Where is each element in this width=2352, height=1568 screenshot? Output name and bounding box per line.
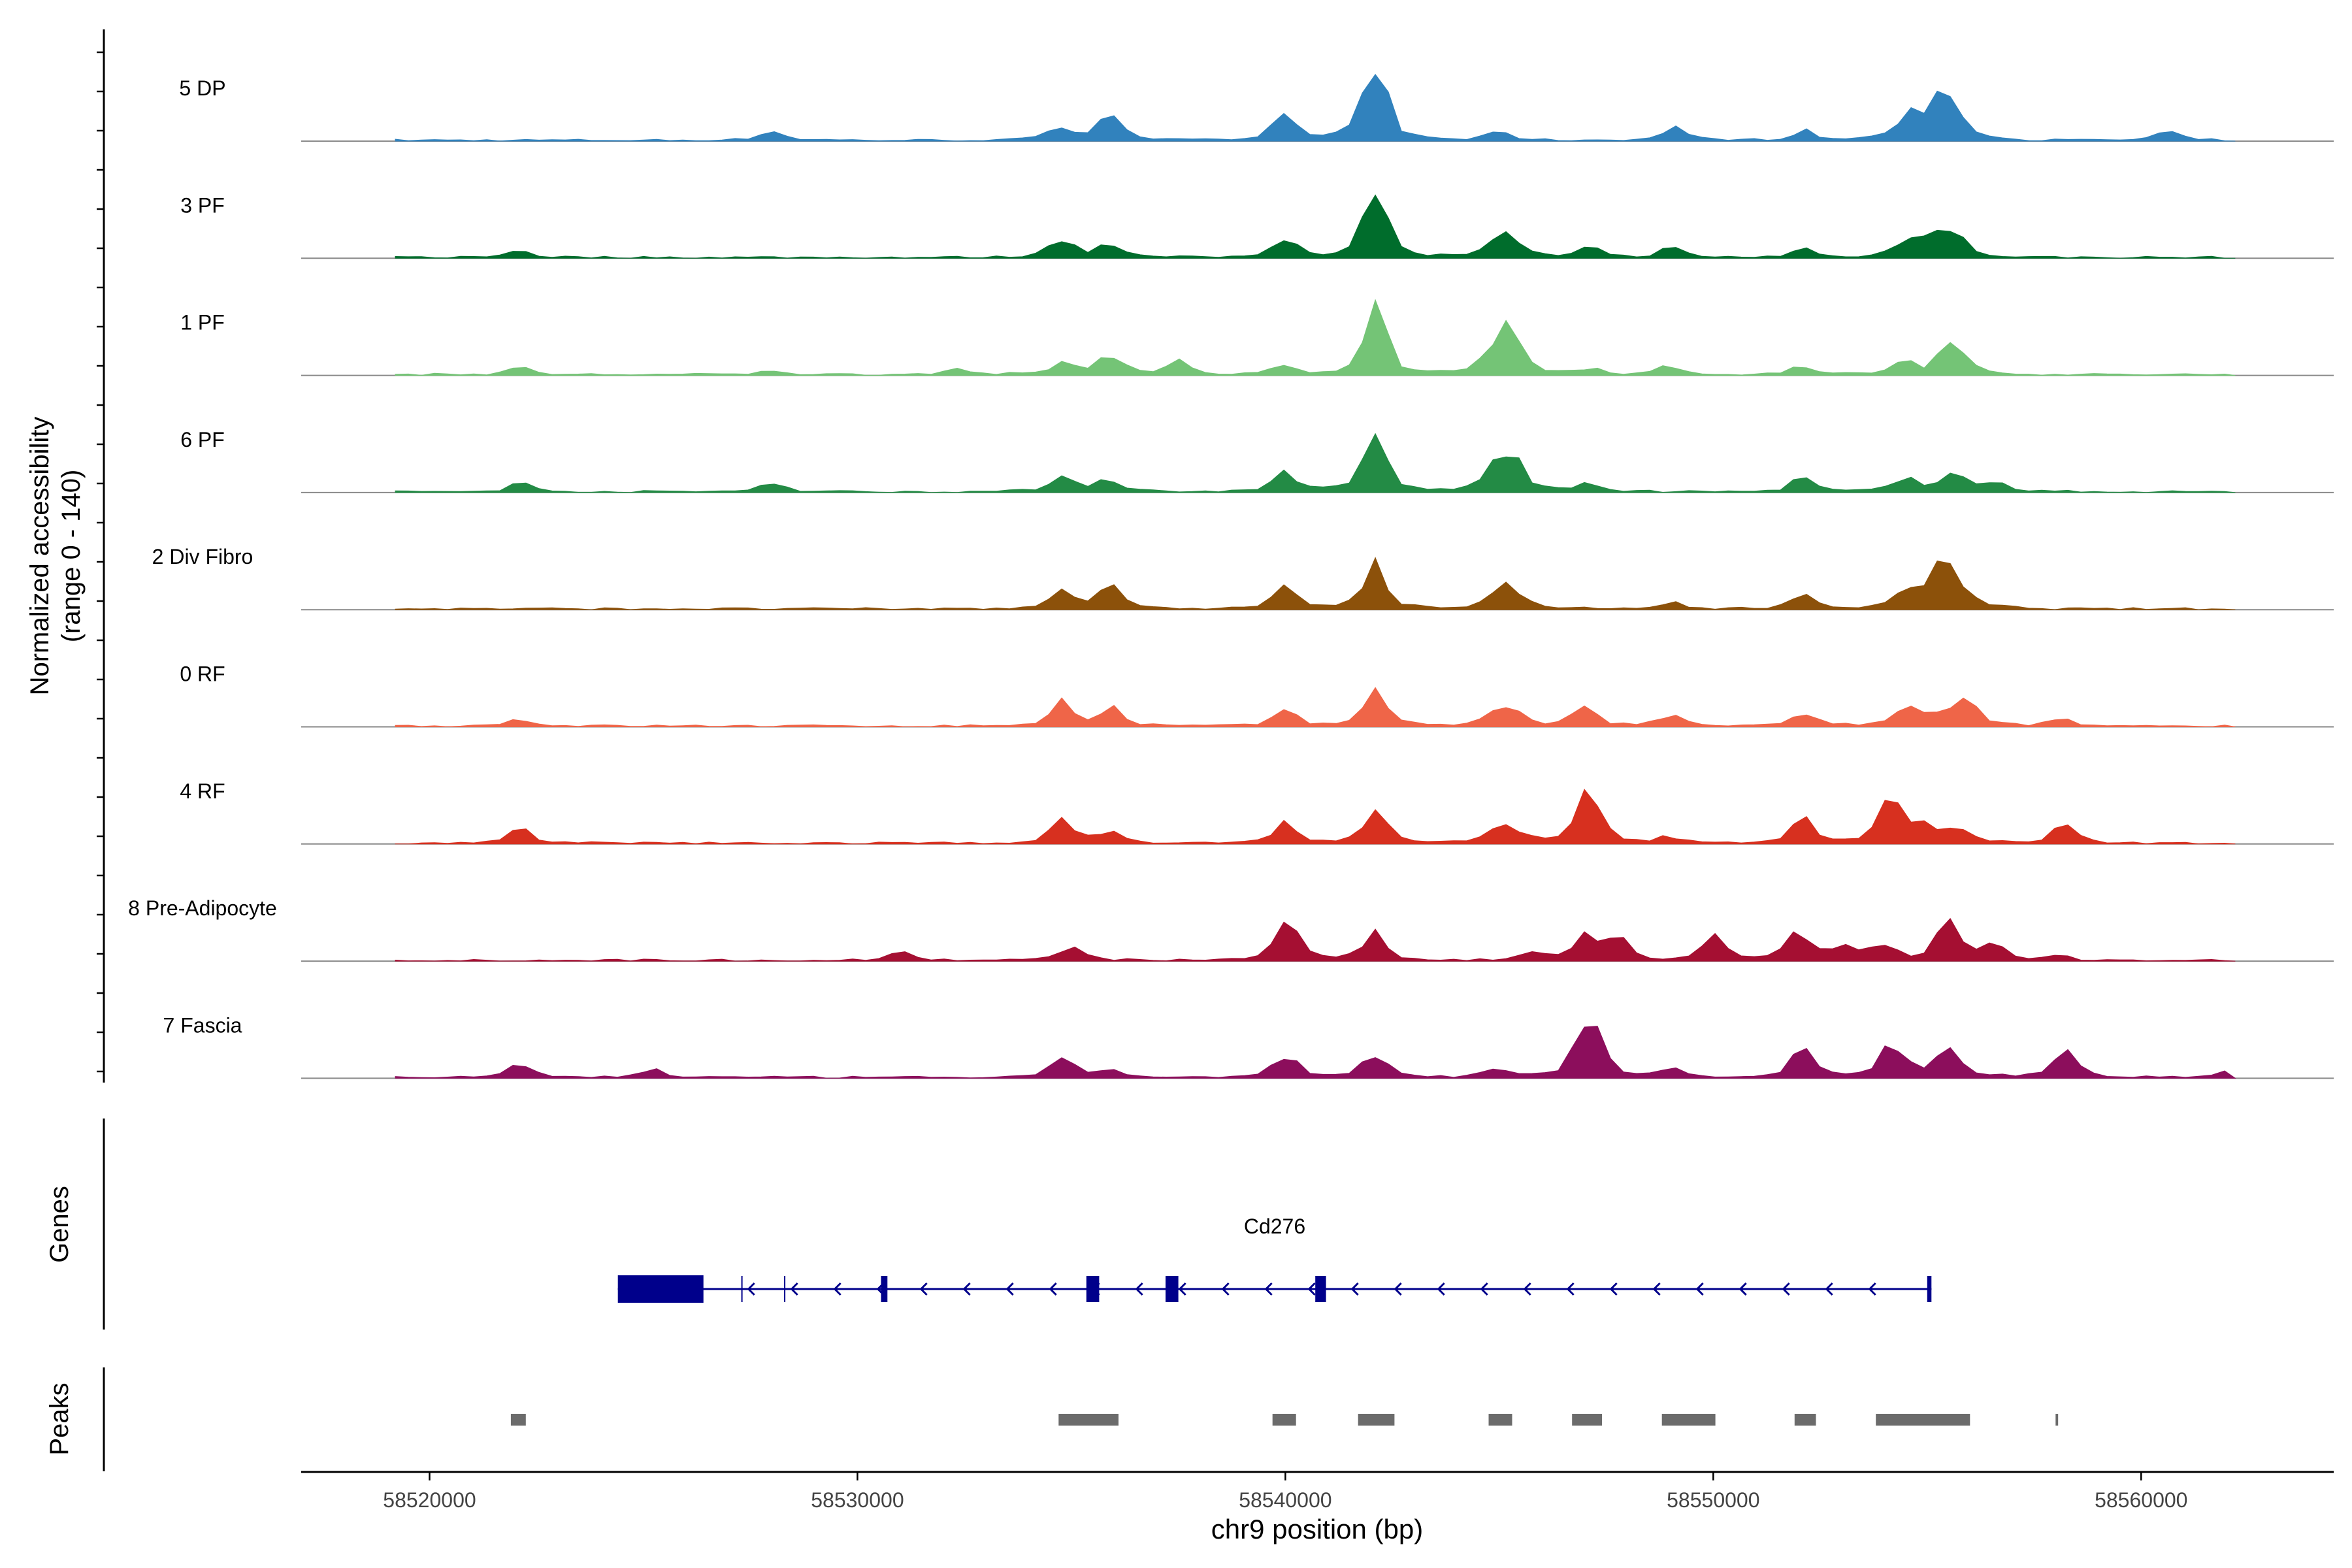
gene-exon [1166,1276,1179,1302]
x-tick-label: 58520000 [383,1488,476,1512]
genes-panel: Genes Cd276 [45,1119,1932,1330]
track-label: 4 RF [180,779,225,803]
strand-arrow [1005,1282,1014,1296]
coverage-track: 2 Div Fibro [152,545,2334,611]
coverage-track: 7 Fascia [163,1013,2334,1079]
gene-model [617,1275,1932,1303]
gene-exon [617,1275,704,1303]
coverage-track: 1 PF [180,299,2334,376]
strand-arrow [833,1282,841,1296]
track-label: 0 RF [180,662,225,686]
gene-exon [881,1276,888,1302]
coverage-y-axis-label-line2: (range 0 - 140) [57,470,86,643]
strand-arrow [1307,1282,1316,1296]
coverage-track: 6 PF [180,428,2334,493]
strand-arrow [1221,1282,1230,1296]
strand-arrow [1135,1282,1143,1296]
coverage-area [395,73,2236,142]
peak-region [1488,1414,1512,1426]
strand-arrow [1609,1282,1618,1296]
strand-arrow [1782,1282,1790,1296]
peak-region [1794,1414,1816,1426]
coverage-area [395,557,2236,610]
x-tick-label: 58560000 [2095,1488,2187,1512]
peak-regions [510,1414,2059,1426]
coverage-tracks: 5 DP 3 PF 1 PF 6 PF 2 Div Fibro 0 RF 4 RF 8 Pre… [128,73,2334,1079]
strand-arrow [962,1282,971,1296]
strand-arrow [1825,1282,1833,1296]
track-label: 6 PF [180,428,225,451]
strand-arrow [1049,1282,1057,1296]
strand-arrow [1480,1282,1488,1296]
peaks-panel: Peaks [45,1367,2059,1471]
coverage-area [395,194,2236,259]
coverage-area [395,1026,2236,1079]
strand-arrow [1264,1282,1273,1296]
strand-arrow [1566,1282,1575,1296]
track-label: 7 Fascia [163,1013,242,1037]
gene-exon [1927,1276,1932,1302]
peak-region [1272,1414,1296,1426]
peak-region [1876,1414,1970,1426]
peak-region [1358,1414,1395,1426]
strand-arrow [1437,1282,1445,1296]
strand-arrow [1394,1282,1402,1296]
peak-region [1661,1414,1716,1426]
coverage-panel: Normalized accessibility (range 0 - 140)… [25,29,2334,1083]
x-axis: 58520000 58530000 58540000 58550000 58560000… [301,1471,2334,1544]
strand-arrow [1350,1282,1359,1296]
strand-arrow [1695,1282,1704,1296]
x-tick-label: 58540000 [1239,1488,1331,1512]
coverage-area [395,687,2236,727]
x-tick-label: 58550000 [1667,1488,1759,1512]
coverage-y-axis-label-line1: Normalized accessibility [25,417,54,696]
track-label: 1 PF [180,311,225,335]
track-label: 8 Pre-Adipocyte [128,896,277,920]
peak-region [1572,1414,1602,1426]
peak-region [1058,1414,1119,1426]
strand-arrow [1868,1282,1876,1296]
coverage-track: 5 DP [179,73,2334,142]
track-label: 3 PF [180,193,225,217]
coverage-y-ticks [97,51,104,1073]
coverage-area [395,789,2236,845]
coverage-track: 0 RF [180,662,2334,728]
track-label: 5 DP [179,76,225,100]
strand-arrow [747,1282,755,1296]
track-label: 2 Div Fibro [152,545,253,568]
coverage-track: 4 RF [180,779,2334,845]
strand-arrow [790,1282,798,1296]
coverage-track: 3 PF [180,193,2334,259]
x-axis-title: chr9 position (bp) [1211,1514,1424,1544]
strand-arrow [1652,1282,1661,1296]
coverage-area [395,917,2236,962]
gene-name-label: Cd276 [1244,1215,1305,1238]
coverage-area [395,433,2236,493]
genes-panel-label: Genes [45,1186,74,1263]
x-ticks: 58520000 58530000 58540000 58550000 58560000 [383,1472,2187,1512]
x-tick-label: 58530000 [811,1488,904,1512]
gene-exon [1315,1276,1326,1302]
strand-arrow [919,1282,928,1296]
strand-arrow [1739,1282,1747,1296]
strand-arrow [1178,1282,1186,1296]
gene-exon [1086,1276,1100,1302]
coverage-track: 8 Pre-Adipocyte [128,896,2334,962]
strand-arrow [1523,1282,1531,1296]
peaks-panel-label: Peaks [45,1382,74,1455]
coverage-area [395,299,2236,376]
peak-region [510,1414,526,1426]
peak-region [2055,1414,2059,1426]
